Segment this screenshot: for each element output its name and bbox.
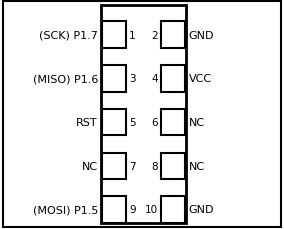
- Bar: [102, 109, 126, 136]
- Bar: [102, 153, 126, 179]
- Bar: [161, 109, 185, 136]
- Text: 5: 5: [129, 117, 136, 128]
- Bar: [161, 196, 185, 223]
- Bar: [101, 6, 186, 223]
- Bar: [102, 196, 126, 223]
- Bar: [161, 66, 185, 92]
- Text: 3: 3: [129, 74, 136, 84]
- Bar: [161, 153, 185, 179]
- Text: 1: 1: [129, 30, 136, 41]
- Text: 8: 8: [151, 161, 158, 171]
- Text: NC: NC: [189, 161, 205, 171]
- Text: RST: RST: [76, 117, 98, 128]
- Text: 9: 9: [129, 204, 136, 215]
- Bar: [161, 22, 185, 49]
- Text: (MISO) P1.6: (MISO) P1.6: [33, 74, 98, 84]
- Text: (SCK) P1.7: (SCK) P1.7: [39, 30, 98, 41]
- Text: GND: GND: [189, 30, 214, 41]
- Text: 7: 7: [129, 161, 136, 171]
- Text: GND: GND: [189, 204, 214, 215]
- Text: (MOSI) P1.5: (MOSI) P1.5: [33, 204, 98, 215]
- Text: 2: 2: [151, 30, 158, 41]
- Bar: [102, 22, 126, 49]
- Text: 10: 10: [145, 204, 158, 215]
- Text: NC: NC: [189, 117, 205, 128]
- Text: NC: NC: [82, 161, 98, 171]
- Bar: [102, 66, 126, 92]
- Text: VCC: VCC: [189, 74, 212, 84]
- Text: 4: 4: [151, 74, 158, 84]
- Text: 6: 6: [151, 117, 158, 128]
